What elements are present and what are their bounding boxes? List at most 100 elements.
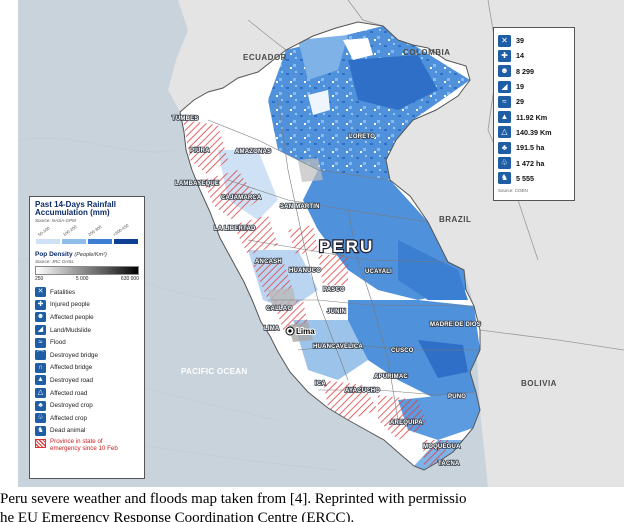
label-junin: JUNIN xyxy=(327,309,346,315)
landslide-icon: ◢ xyxy=(498,80,511,93)
impact-legend-label: Injured people xyxy=(50,301,90,309)
pop-density-source: Source: JRC GHSL xyxy=(35,259,75,264)
impact-legend-label: Destroyed bridge xyxy=(50,351,98,359)
destroyed-crop-icon: ♣ xyxy=(498,141,511,154)
rainfall-source: Source: NASA-GPM xyxy=(35,218,76,223)
label-huanuco: HUANUCO xyxy=(289,268,321,274)
label-ayacucho: AYACUCHO xyxy=(345,388,380,394)
dead-animal-icon: ♞ xyxy=(498,172,511,185)
impact-legend-row: ✕ Fatalities xyxy=(35,286,139,299)
caption-line-2: he EU Emergency Response Coordination Ce… xyxy=(0,510,355,522)
impact-stat-row: ≈29 xyxy=(498,94,570,109)
pop-density-title: Pop Density (People/Km²) xyxy=(35,251,107,258)
impact-legend-label: Affected bridge xyxy=(50,364,93,372)
label-puno: PUNO xyxy=(448,394,466,400)
impact-stat-row: ♣ 191.5 ha xyxy=(498,140,570,155)
impact-stats-panel: ✕ 39 ✚ 14 ☻ 8 299 ◢ 19 ≈29 ▲ 11.92 Km △ 140.39 Km ♣ 19… xyxy=(493,27,575,201)
label-lima-city: Lima xyxy=(296,327,315,336)
impact-stat-row: ♞ 5 555 xyxy=(498,171,570,186)
label-la-libertad: LA LIBERTAD xyxy=(214,226,256,232)
label-peru: PERU xyxy=(319,237,374,256)
label-piura: PIURA xyxy=(190,148,210,154)
map-legend: Past 14-Days Rainfall Accumulation (mm) … xyxy=(29,196,145,479)
stats-source: Source: COEN xyxy=(498,187,528,193)
impact-stat-value: 39 xyxy=(516,36,524,46)
impact-legend-row: ∩ Affected bridge xyxy=(35,362,139,375)
impact-legend-row: ☻ Affected people xyxy=(35,311,139,324)
affected-people-icon: ☻ xyxy=(498,65,511,78)
label-ucayali: UCAYALI xyxy=(365,269,392,275)
impact-stat-row: ☻ 8 299 xyxy=(498,64,570,79)
map-figure: ECUADOR COLOMBIA BRAZIL BOLIVIA PACIFIC … xyxy=(18,0,624,487)
label-pasco: PASCO xyxy=(323,287,345,293)
rainfall-ticks: 50-100 100-200 200-300 >300-450 xyxy=(35,222,139,238)
label-pacific-ocean: PACIFIC OCEAN xyxy=(181,367,247,376)
impact-stat-row: △ 140.39 Km xyxy=(498,125,570,140)
affected-crop-icon: ♧ xyxy=(35,413,46,424)
impact-legend-label: Affected road xyxy=(50,389,88,397)
impact-legend-label: Flood xyxy=(50,339,66,347)
impact-legend-label: Dead animal xyxy=(50,427,86,435)
label-lima-region: LIMA xyxy=(264,326,280,332)
affected-bridge-icon: ∩ xyxy=(35,362,46,373)
pop-density-bar xyxy=(35,266,139,275)
label-loreto: LORETO xyxy=(349,134,375,140)
caption-line-1: Peru severe weather and floods map taken… xyxy=(0,491,467,507)
rainfall-swatches xyxy=(35,238,139,245)
rain-swatch xyxy=(87,238,113,245)
impact-stat-row: ✚ 14 xyxy=(498,48,570,63)
impact-stat-row: ▲ 11.92 Km xyxy=(498,109,570,124)
impact-stat-value: 8 299 xyxy=(516,66,534,76)
affected-crop-icon: ♧ xyxy=(498,157,511,170)
impact-legend-row: ▲ Destroyed road xyxy=(35,374,139,387)
injured-people-icon: ✚ xyxy=(498,49,511,62)
impact-legend-label: Affected crop xyxy=(50,414,87,422)
fatalities-icon: ✕ xyxy=(35,287,46,298)
impact-legend-row: △ Affected road xyxy=(35,387,139,400)
label-ancash: ANCASH xyxy=(255,259,282,265)
label-brazil: BRAZIL xyxy=(439,215,471,224)
impact-legend-row: ♣ Destroyed crop xyxy=(35,399,139,412)
destroyed-crop-icon: ♣ xyxy=(35,400,46,411)
label-colombia: COLOMBIA xyxy=(403,48,451,57)
impact-legend-row: ≈ Flood xyxy=(35,336,139,349)
impact-stat-value: 191.5 ha xyxy=(516,143,545,153)
label-san-martin: SAN MARTIN xyxy=(280,204,320,210)
affected-road-icon: △ xyxy=(35,388,46,399)
impact-legend-label: Destroyed road xyxy=(50,376,94,384)
label-cajamarca: CAJAMARCA xyxy=(221,195,262,201)
impact-legend-row: ♧ Affected crop xyxy=(35,412,139,425)
emergency-hatch-swatch xyxy=(35,439,46,449)
rain-swatch xyxy=(113,238,139,245)
impact-legend-row: ✚ Injured people xyxy=(35,299,139,312)
emergency-legend-row: Province in state of emergency since 10 … xyxy=(35,438,139,453)
impact-stat-row: ♧ 1 472 ha xyxy=(498,155,570,170)
pop-density-ticks: 250 5 000 630 000 xyxy=(35,276,139,282)
impact-stat-value: 140.39 Km xyxy=(516,127,552,137)
destroyed-bridge-icon: ⌒ xyxy=(35,350,46,361)
label-arequipa: AREQUIPA xyxy=(390,420,423,426)
impact-stat-row: ◢ 19 xyxy=(498,79,570,94)
region-borders xyxy=(207,99,480,421)
impact-stat-value: 14 xyxy=(516,51,524,61)
impact-stat-value: 1 472 ha xyxy=(516,158,545,168)
destroyed-road-icon: ▲ xyxy=(35,375,46,386)
label-apurimac: APURIMAC xyxy=(374,374,408,380)
rain-swatch xyxy=(61,238,87,245)
impact-legend-row: ⌒ Destroyed bridge xyxy=(35,349,139,362)
fatalities-icon: ✕ xyxy=(498,34,511,47)
impact-stat-value: 11.92 Km xyxy=(516,112,548,122)
figure-caption: Peru severe weather and floods map taken… xyxy=(0,490,640,522)
pop-tick: 630 000 xyxy=(120,276,139,282)
flood-icon: ≈ xyxy=(35,337,46,348)
rainfall-legend-title: Past 14-Days Rainfall Accumulation (mm) xyxy=(35,200,116,217)
capital-marker xyxy=(285,326,295,336)
label-moquegua: MOQUEGUA xyxy=(423,444,461,450)
rain-swatch xyxy=(35,238,61,245)
injured-people-icon: ✚ xyxy=(35,299,46,310)
label-huancavelica: HUANCAVELICA xyxy=(313,344,363,350)
impact-stats-list: ✕ 39 ✚ 14 ☻ 8 299 ◢ 19 ≈29 ▲ 11.92 Km △ 140.39 Km ♣ 19… xyxy=(498,33,570,186)
rain-tick: >300-450 xyxy=(112,222,130,238)
impact-legend-label: Land/Mudslide xyxy=(50,326,91,334)
label-tacna: TACNA xyxy=(438,461,460,467)
